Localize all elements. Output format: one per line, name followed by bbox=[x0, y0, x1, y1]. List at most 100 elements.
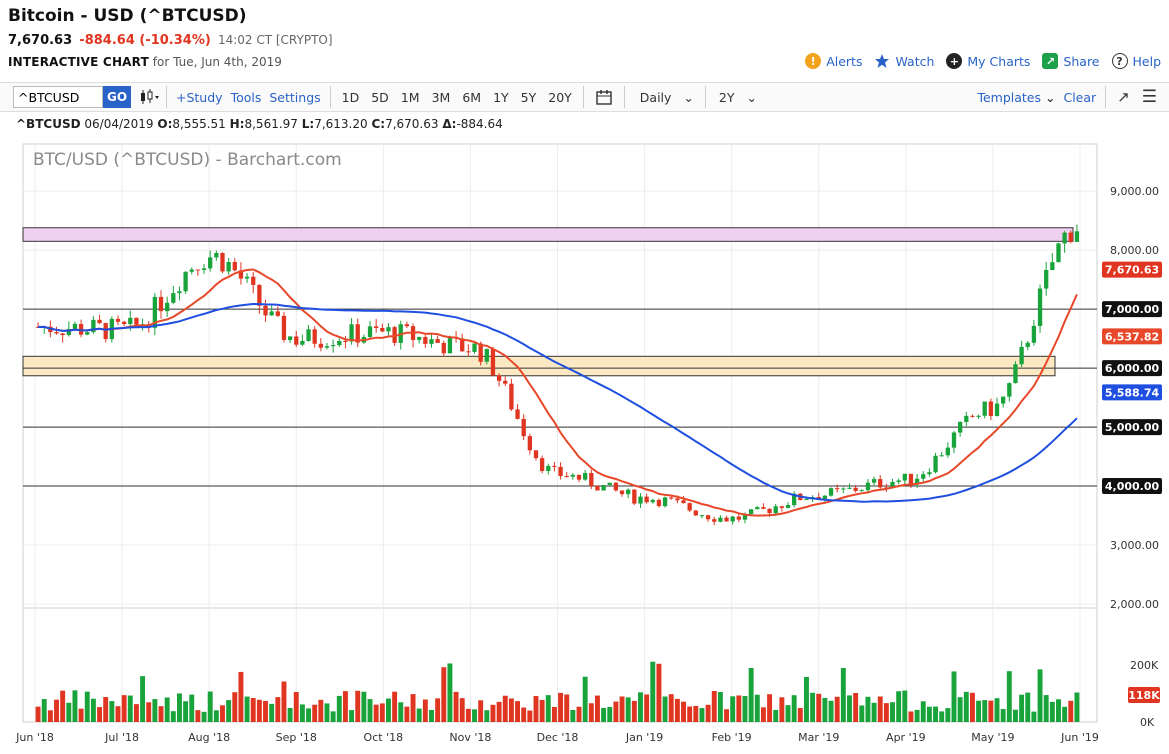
candle-body bbox=[195, 269, 201, 271]
candle-body bbox=[933, 455, 938, 473]
candle-body bbox=[349, 324, 354, 342]
help-icon: ? bbox=[1111, 53, 1128, 69]
clear-button[interactable]: Clear bbox=[1063, 89, 1097, 105]
volume-bar bbox=[220, 705, 225, 722]
interval-select[interactable]: Daily ⌄ bbox=[640, 90, 694, 105]
x-tick-label: Jun '19 bbox=[1060, 731, 1099, 744]
candle-body bbox=[281, 315, 287, 340]
add-study-button[interactable]: +Study bbox=[176, 89, 223, 105]
volume-bar bbox=[539, 699, 545, 722]
share-link[interactable]: ↗ Share bbox=[1042, 53, 1100, 69]
y-tick-label: 3,000.00 bbox=[1110, 539, 1159, 552]
x-tick-label: Apr '19 bbox=[886, 731, 926, 744]
help-link[interactable]: ? Help bbox=[1111, 53, 1161, 69]
my-charts-link[interactable]: + My Charts bbox=[946, 53, 1030, 69]
volume-bar bbox=[373, 704, 379, 722]
volume-bar bbox=[287, 707, 293, 722]
volume-last-tag-bg bbox=[1128, 687, 1160, 703]
level-tag-bg bbox=[1102, 360, 1162, 377]
candlestick-type-icon[interactable] bbox=[139, 88, 161, 106]
volume-bar bbox=[299, 704, 305, 722]
candle-body bbox=[294, 336, 299, 345]
page-title: Bitcoin - USD (^BTCUSD) bbox=[8, 6, 247, 26]
expand-icon[interactable]: ↗ bbox=[1117, 88, 1130, 106]
period-5y[interactable]: 5Y bbox=[520, 89, 537, 105]
candle-body bbox=[251, 276, 256, 285]
candle-body bbox=[515, 409, 520, 419]
settings-button[interactable]: Settings bbox=[269, 89, 321, 105]
volume-bar bbox=[779, 697, 785, 722]
volume-bar bbox=[293, 692, 299, 722]
candle-body bbox=[232, 261, 237, 271]
candle-body bbox=[244, 276, 250, 279]
candle-body bbox=[343, 340, 348, 342]
candle-body bbox=[429, 339, 434, 344]
volume-bar bbox=[693, 705, 699, 722]
candle-body bbox=[527, 436, 532, 451]
volume-bar bbox=[170, 711, 176, 722]
candle-body bbox=[982, 401, 987, 416]
calendar-icon[interactable] bbox=[595, 89, 613, 105]
candle-body bbox=[134, 317, 139, 325]
period-1d[interactable]: 1D bbox=[341, 89, 360, 105]
candle-body bbox=[619, 490, 625, 495]
candle-body bbox=[742, 514, 748, 520]
volume-bar bbox=[140, 676, 146, 722]
alerts-link[interactable]: ! Alerts bbox=[805, 53, 862, 69]
level-tag-bg bbox=[1102, 419, 1162, 436]
period-20y[interactable]: 20Y bbox=[548, 89, 572, 105]
candle-body bbox=[226, 261, 231, 272]
alerts-label: Alerts bbox=[826, 53, 863, 69]
candle-body bbox=[773, 506, 778, 514]
volume-bar bbox=[760, 707, 766, 722]
candle-body bbox=[755, 507, 760, 510]
candle-body bbox=[208, 257, 213, 269]
volume-bar bbox=[429, 709, 434, 722]
period-5d[interactable]: 5D bbox=[371, 89, 389, 105]
volume-bar bbox=[1019, 694, 1025, 722]
candle-body bbox=[165, 302, 170, 312]
menu-icon[interactable]: ☰ bbox=[1141, 87, 1157, 107]
candle-body bbox=[835, 488, 840, 490]
last-price-tag: 7,670.63 bbox=[1105, 264, 1159, 277]
volume-bar bbox=[324, 703, 330, 722]
volume-bar bbox=[926, 706, 932, 722]
watch-link[interactable]: Watch bbox=[874, 53, 934, 69]
volume-bar bbox=[207, 691, 213, 722]
volume-bar bbox=[625, 697, 631, 722]
x-tick-label: Jul '18 bbox=[104, 731, 139, 744]
candle-body bbox=[650, 499, 655, 503]
period-1m[interactable]: 1M bbox=[400, 89, 420, 105]
candle-body bbox=[767, 508, 772, 514]
candle-body bbox=[1019, 346, 1024, 365]
range-select[interactable]: 2Y ⌄ bbox=[719, 90, 757, 105]
volume-bar bbox=[72, 690, 78, 722]
candle-body bbox=[496, 375, 502, 381]
templates-button[interactable]: Templates ⌄ bbox=[977, 90, 1055, 105]
candle-body bbox=[718, 517, 723, 522]
period-6m[interactable]: 6M bbox=[462, 89, 482, 105]
volume-bar bbox=[109, 701, 115, 722]
period-3m[interactable]: 3M bbox=[431, 89, 451, 105]
volume-bar bbox=[164, 697, 170, 722]
volume-bar bbox=[957, 697, 963, 722]
period-1y[interactable]: 1Y bbox=[493, 89, 509, 105]
tools-button[interactable]: Tools bbox=[230, 89, 262, 105]
volume-last-tag: 118K bbox=[1128, 689, 1160, 702]
candle-body bbox=[1050, 262, 1055, 271]
level-tag-bg bbox=[1102, 478, 1162, 495]
volume-bar bbox=[564, 694, 570, 722]
volume-bar bbox=[883, 703, 889, 722]
volume-bar bbox=[939, 711, 945, 722]
symbol-input[interactable] bbox=[13, 86, 103, 108]
go-button[interactable]: GO bbox=[103, 86, 131, 108]
candle-body bbox=[1007, 383, 1012, 397]
level-tag-bg bbox=[1102, 301, 1162, 318]
candle-body bbox=[570, 474, 576, 477]
ma-slow-tag: 5,588.74 bbox=[1105, 386, 1160, 399]
last-price-tag-bg bbox=[1102, 261, 1162, 278]
candle-body bbox=[546, 465, 551, 471]
volume-bar bbox=[410, 694, 416, 722]
price-chart[interactable]: Jun '18 Jul '18 Aug '18 Sep '18 Oct '18 Nov '… bbox=[0, 134, 1169, 754]
candle-body bbox=[1025, 342, 1030, 347]
